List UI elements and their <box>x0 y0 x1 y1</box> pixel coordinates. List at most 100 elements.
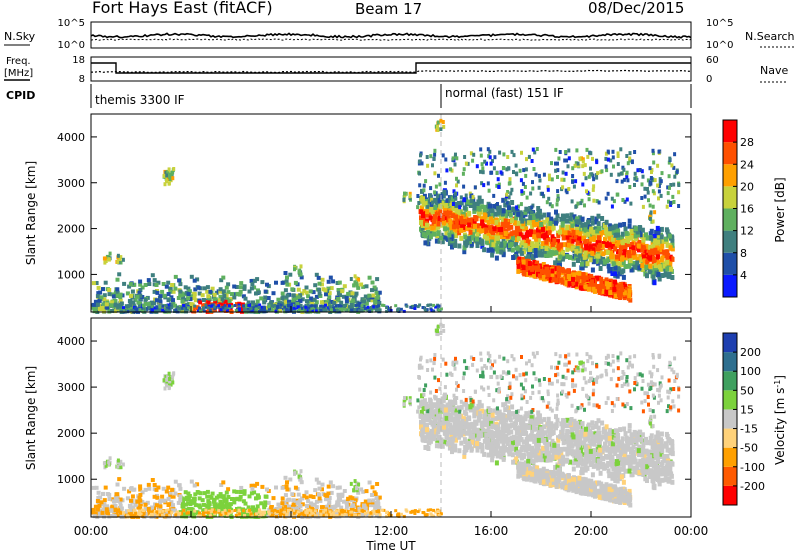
velocity-cell <box>528 436 533 442</box>
power-cell <box>425 212 430 218</box>
power-cell <box>510 187 514 192</box>
power-cell <box>124 308 128 312</box>
power-cell <box>285 282 290 287</box>
power-cell <box>499 249 504 255</box>
power-cell <box>127 304 131 308</box>
power-cell <box>126 309 130 313</box>
power-cell <box>581 272 586 278</box>
power-cell <box>659 257 664 263</box>
power-cell <box>532 234 537 240</box>
power-cell <box>488 149 492 154</box>
power-cell <box>353 274 357 279</box>
power-cell <box>654 229 659 235</box>
power-cell <box>567 281 572 287</box>
power-cell <box>525 157 528 162</box>
power-cell <box>490 170 494 175</box>
velocity-cell <box>518 452 523 458</box>
power-cell <box>583 284 588 290</box>
power-cell <box>119 260 123 265</box>
power-cell <box>580 216 585 222</box>
velocity-cell <box>662 468 667 474</box>
power-cell <box>189 274 194 279</box>
power-cell <box>170 306 174 310</box>
power-cell <box>359 308 364 313</box>
power-cell <box>437 197 442 203</box>
power-cell <box>480 241 485 247</box>
power-cell <box>587 197 591 202</box>
power-cell <box>669 256 674 262</box>
power-cell <box>508 205 511 210</box>
power-cell <box>436 221 441 227</box>
power-cell <box>91 305 95 310</box>
velocity-cell <box>443 419 448 425</box>
power-cell <box>558 254 563 260</box>
y-tick-label: 4000 <box>57 131 85 144</box>
power-cell <box>290 287 295 292</box>
power-cell <box>583 232 588 238</box>
power-cell <box>119 301 124 306</box>
power-cell <box>580 265 585 271</box>
power-cell <box>304 285 309 290</box>
power-cell <box>479 216 484 222</box>
power-cell <box>351 298 356 303</box>
velocity-cell <box>627 423 632 429</box>
power-cell <box>536 206 541 211</box>
power-cell <box>651 265 656 271</box>
power-cell <box>467 210 471 216</box>
power-cell <box>576 201 580 206</box>
power-cell <box>561 250 565 256</box>
power-cell <box>357 301 362 306</box>
power-cell <box>268 307 271 311</box>
power-cell <box>545 271 550 277</box>
power-cell <box>152 278 157 283</box>
power-cell <box>343 307 347 311</box>
power-cell <box>514 232 519 238</box>
power-cell <box>167 309 171 313</box>
power-cell <box>292 306 296 310</box>
power-cell <box>161 304 165 308</box>
power-cell <box>457 230 462 236</box>
power-cell <box>242 304 245 308</box>
velocity-cell <box>594 421 599 426</box>
power-cell <box>444 230 449 236</box>
power-cell <box>355 276 359 281</box>
power-cell <box>616 154 620 158</box>
power-cell <box>200 293 205 298</box>
power-cell <box>570 238 575 244</box>
power-cell <box>471 201 476 207</box>
velocity-cell <box>550 438 555 444</box>
power-cell <box>505 233 510 239</box>
velocity-cell <box>623 468 628 474</box>
power-cell <box>102 297 107 302</box>
power-cell <box>173 274 178 279</box>
power-cell <box>222 307 226 311</box>
power-cell <box>574 161 578 166</box>
power-cell <box>113 302 118 307</box>
velocity-cell <box>444 415 449 421</box>
power-cell <box>237 305 241 309</box>
power-cell <box>539 222 544 227</box>
power-cell <box>482 247 487 253</box>
velocity-cell <box>534 426 539 432</box>
power-cell <box>454 196 458 201</box>
velocity-cell <box>467 427 472 432</box>
velocity-cell <box>524 430 529 436</box>
power-cell <box>132 303 136 307</box>
velocity-cell <box>551 449 556 455</box>
power-cell <box>435 202 440 208</box>
power-cell <box>337 309 342 314</box>
power-cell <box>425 308 429 312</box>
power-cell <box>554 161 557 166</box>
velocity-cell <box>647 474 652 479</box>
velocity-cell <box>451 410 456 416</box>
velocity-cell <box>613 476 618 481</box>
power-cell <box>449 225 454 231</box>
power-cell <box>664 236 668 242</box>
power-cell <box>274 280 278 285</box>
power-cell <box>249 279 254 283</box>
velocity-cell <box>600 420 605 426</box>
velocity-cell <box>616 468 621 474</box>
power-cell <box>480 243 485 249</box>
power-cell <box>402 309 406 313</box>
power-cell <box>198 300 203 305</box>
